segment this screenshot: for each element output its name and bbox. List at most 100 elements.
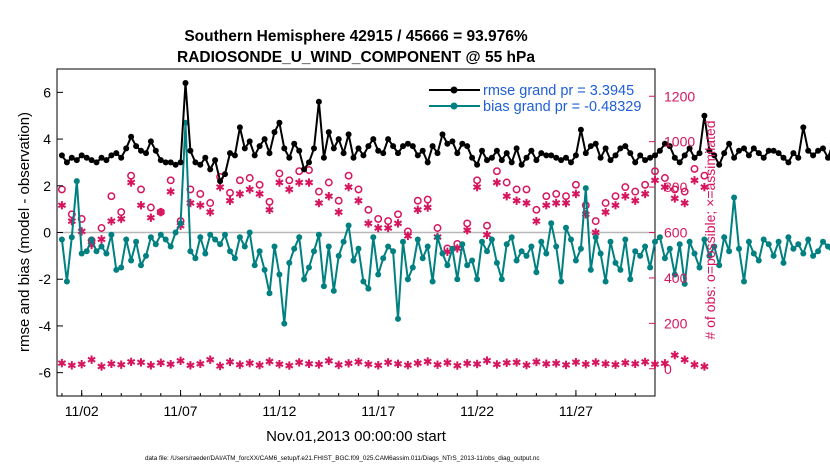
bottom-count-point-stroke — [304, 360, 314, 367]
bias-point — [622, 236, 629, 243]
rmse-point — [222, 171, 228, 178]
assimilated-obs-point-stroke — [532, 218, 541, 225]
bias-point — [810, 252, 817, 259]
bias-point — [400, 238, 406, 245]
bottom-count-point-stroke — [265, 358, 274, 365]
rmse-point — [745, 152, 752, 159]
rmse-point — [291, 140, 298, 147]
bias-point — [147, 234, 154, 241]
bottom-count-point — [522, 360, 531, 370]
bottom-count-point — [571, 358, 581, 367]
bias-point — [409, 264, 416, 271]
bias-point — [88, 236, 95, 243]
rmse-point — [587, 143, 594, 150]
rmse-point — [548, 152, 555, 159]
bottom-count-point — [591, 358, 600, 367]
rmse-point — [691, 154, 698, 161]
bias-point — [656, 234, 663, 241]
assimilated-obs-point — [364, 219, 373, 228]
assimilated-obs-point-stroke — [631, 197, 640, 204]
assimilated-obs-point-stroke — [542, 202, 551, 209]
bottom-count-point-stroke — [631, 360, 640, 367]
rmse-point — [424, 159, 431, 166]
bottom-count-point — [601, 359, 610, 368]
bias-point — [602, 278, 609, 285]
assimilated-obs-point-stroke — [255, 190, 264, 197]
bias-point — [246, 229, 253, 236]
possible-obs-point — [522, 185, 531, 194]
rmse-point — [553, 154, 560, 161]
rmse-point — [750, 145, 757, 152]
y2-tick-label: 1200 — [664, 88, 695, 104]
assimilated-obs-point-stroke — [482, 231, 492, 238]
rmse-point — [301, 166, 308, 173]
bias-point — [716, 262, 723, 269]
rmse-point — [306, 159, 312, 166]
bottom-count-point-stroke — [136, 359, 146, 366]
bias-point — [217, 241, 224, 248]
bottom-count-point-stroke — [670, 352, 679, 359]
bottom-count-point-stroke — [621, 359, 630, 366]
assimilated-obs-point-stroke — [156, 209, 165, 216]
bias-point — [286, 259, 293, 266]
assimilated-obs-point-stroke — [571, 190, 581, 197]
bias-point — [83, 248, 90, 255]
assimilated-obs-point — [472, 182, 482, 192]
rmse-point — [479, 147, 485, 154]
bias-point — [820, 238, 826, 245]
bias-point — [691, 250, 698, 257]
bottom-count-point-stroke — [660, 360, 669, 367]
rmse-point — [647, 154, 654, 161]
possible-obs-point — [235, 176, 244, 185]
bottom-count-point-stroke — [443, 359, 452, 366]
y2-tick-label: 400 — [664, 270, 688, 286]
rmse-point — [676, 159, 683, 166]
y2-axis-label: # of obs: o=possible; ×=assimilated — [702, 120, 718, 339]
rmse-point — [320, 154, 327, 161]
rmse-series — [58, 80, 830, 185]
bias-point — [760, 236, 767, 243]
bottom-count-point — [314, 360, 324, 369]
rmse-point — [271, 129, 278, 136]
bias-point — [449, 245, 456, 252]
bias-point — [765, 241, 772, 248]
bias-point — [652, 238, 658, 245]
possible-obs-point — [275, 169, 284, 178]
bias-point — [770, 252, 777, 259]
bottom-count-point — [512, 358, 521, 367]
bias-point — [617, 266, 624, 273]
assimilated-obs-point — [206, 207, 215, 217]
bias-point — [444, 262, 451, 269]
assimilated-obs-point — [631, 196, 640, 205]
assimilated-obs-point — [532, 216, 541, 226]
bias-point — [795, 241, 802, 248]
rmse-point — [563, 154, 569, 161]
assimilated-obs-point — [255, 189, 264, 199]
rmse-point — [656, 147, 663, 154]
rmse-point — [152, 147, 159, 154]
assimilated-obs-point — [413, 205, 422, 214]
assimilated-obs-point-stroke — [660, 184, 669, 191]
bottom-count-point — [502, 358, 511, 367]
bottom-count-point-stroke — [472, 361, 482, 367]
possible-obs-point — [542, 192, 551, 201]
assimilated-obs-point — [611, 201, 620, 210]
bottom-count-point-stroke — [215, 363, 225, 369]
bottom-count-point-stroke — [512, 359, 521, 366]
bias-point — [365, 285, 372, 292]
assimilated-obs-point-stroke — [374, 225, 383, 231]
possible-obs-point — [423, 195, 432, 204]
possible-obs-point — [394, 210, 402, 219]
rmse-point — [538, 150, 545, 157]
rmse-point — [721, 150, 728, 157]
bottom-count-point — [235, 360, 244, 369]
rmse-point — [765, 147, 772, 154]
rmse-point — [434, 150, 441, 157]
bias-point — [706, 252, 713, 259]
rmse-point — [276, 119, 283, 126]
rmse-point — [167, 159, 174, 166]
bottom-count-point — [225, 357, 235, 367]
y2-tick-label: 200 — [664, 315, 688, 331]
bias-point — [266, 290, 273, 297]
rmse-point — [429, 143, 436, 150]
